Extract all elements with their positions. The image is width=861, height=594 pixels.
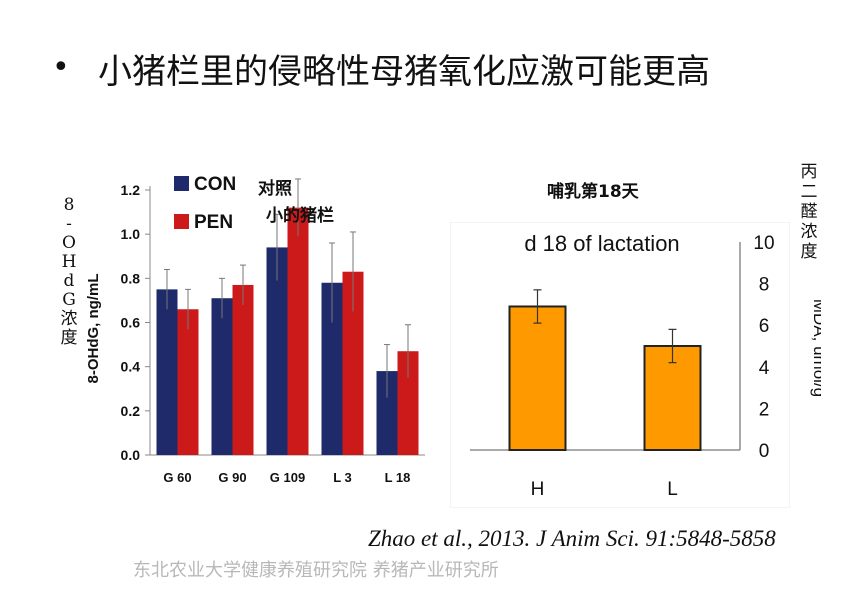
chart2-ylabel-cn: 丙二醛浓度 <box>796 162 822 262</box>
citation: Zhao et al., 2013. J Anim Sci. 91:5848-5… <box>368 526 776 551</box>
chart2-ylabel-char: 浓 <box>800 222 818 242</box>
chart2-y-tick-label: 0 <box>759 441 770 462</box>
chart1-legend-swatch <box>174 214 189 229</box>
chart2-x-tick-label: H <box>531 479 545 500</box>
chart2-mda-bar-chart: 0 2 4 6 8 10 d 18 of lactation H L <box>450 222 790 508</box>
chart2-y-tick-label: 4 <box>759 358 770 379</box>
chart1-y-tick-label: 1.0 <box>121 226 141 242</box>
chart1-ylabel-char: H <box>61 252 77 272</box>
chart1-bar-pen <box>342 271 364 455</box>
chart1-y-axis-title: 8-OHdG, ng/mL <box>85 274 102 384</box>
chart1-y-tick-label: 0.8 <box>121 270 141 286</box>
chart1-x-tick-label: L 18 <box>385 470 411 485</box>
chart1-legend-label: CON <box>194 174 236 195</box>
chart1-x-tick-label: G 90 <box>218 470 246 485</box>
chart2-caption: 哺乳第18天 <box>547 182 639 202</box>
chart1-legend-swatch <box>174 176 189 191</box>
small-pen-note: 小的猪栏 <box>266 206 334 226</box>
chart2-x-tick-label: L <box>667 479 678 500</box>
chart1-bar-con <box>156 289 178 455</box>
chart1-ylabel-char: O <box>62 233 76 253</box>
chart2-ylabel-char: 度 <box>800 242 818 262</box>
chart2-ylabel-char: 丙 <box>800 162 818 182</box>
slide-heading: 小猪栏里的侵略性母猪氧化应激可能更高 <box>98 52 710 92</box>
chart1-y-tick-label: 0.0 <box>121 447 141 463</box>
chart1-bar-pen <box>177 309 199 455</box>
chart2-y-tick-label: 8 <box>759 275 770 296</box>
chart2-y-tick-label: 6 <box>759 316 770 337</box>
chart1-ylabel-char: 度 <box>60 328 78 348</box>
chart1-y-tick-label: 0.2 <box>121 403 141 419</box>
chart2-ylabel-char: 醛 <box>800 202 818 222</box>
chart1-y-tick-label: 1.2 <box>121 182 141 198</box>
chart1-x-tick-label: L 3 <box>333 470 352 485</box>
chart1-ylabel-char: 浓 <box>60 309 78 329</box>
chart1-8ohdg-bar-chart: 0.0 0.2 0.4 0.6 0.8 1.0 1.2 G 60 G 90 G 109 L 3 L 1… <box>85 174 425 485</box>
chart1-legend-label: PEN <box>194 212 233 233</box>
chart1-y-tick-label: 0.4 <box>121 359 141 375</box>
control-note: 对照 <box>258 179 292 199</box>
chart2-ylabel-char: 二 <box>800 182 818 202</box>
chart1-ylabel-char: G <box>62 290 76 310</box>
institution-footer: 东北农业大学健康养殖研究院 养猪产业研究所 <box>133 560 499 581</box>
chart1-bar-con <box>376 371 398 455</box>
chart1-ylabel-char: 8 <box>63 195 75 215</box>
chart1-x-tick-label: G 109 <box>270 470 305 485</box>
chart1-x-tick-label: G 60 <box>163 470 191 485</box>
chart1-bar-pen <box>287 207 309 455</box>
bullet-symbol: • <box>52 50 70 85</box>
chart1-y-tick-label: 0.6 <box>121 315 141 331</box>
chart1-bar-con <box>211 298 233 455</box>
chart2-frame <box>450 222 790 508</box>
chart1-bar-con <box>266 247 288 455</box>
chart1-bar-pen <box>397 351 419 455</box>
chart2-bar <box>508 305 567 452</box>
chart2-y-tick-label: 2 <box>759 399 770 420</box>
chart1-ylabel-char: d <box>63 271 75 291</box>
chart2-y-tick-label: 10 <box>753 233 774 254</box>
chart2-title: d 18 of lactation <box>524 231 679 256</box>
chart1-bar-con <box>321 282 343 455</box>
chart2-y-axis-title: MDA, umol/g <box>810 299 821 397</box>
chart1-bar-pen <box>232 284 254 455</box>
chart1-ylabel-char: - <box>66 214 72 234</box>
chart2-y-axis-title-svg: MDA, umol/g <box>810 299 821 397</box>
